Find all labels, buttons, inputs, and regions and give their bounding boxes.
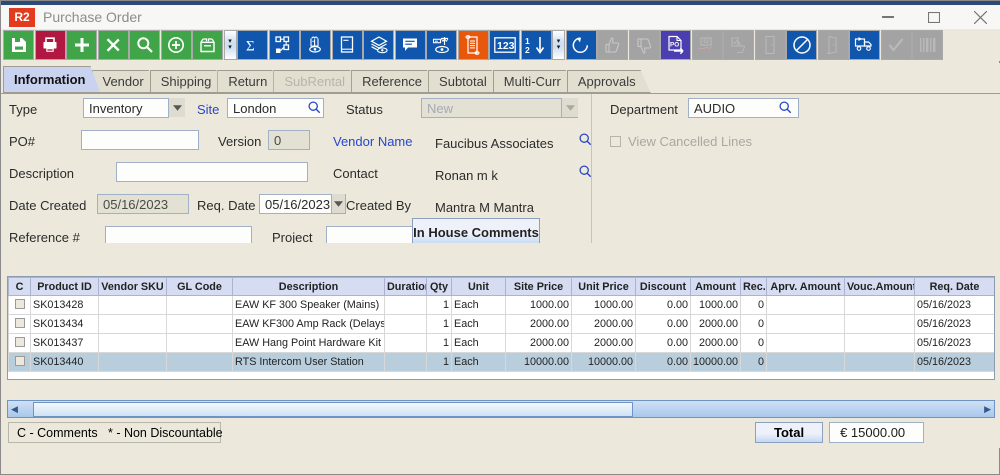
svg-text:123: 123	[497, 40, 515, 52]
svg-text:PO: PO	[670, 42, 679, 49]
svg-text:2: 2	[525, 45, 530, 55]
svg-text:Σ: Σ	[246, 39, 255, 55]
